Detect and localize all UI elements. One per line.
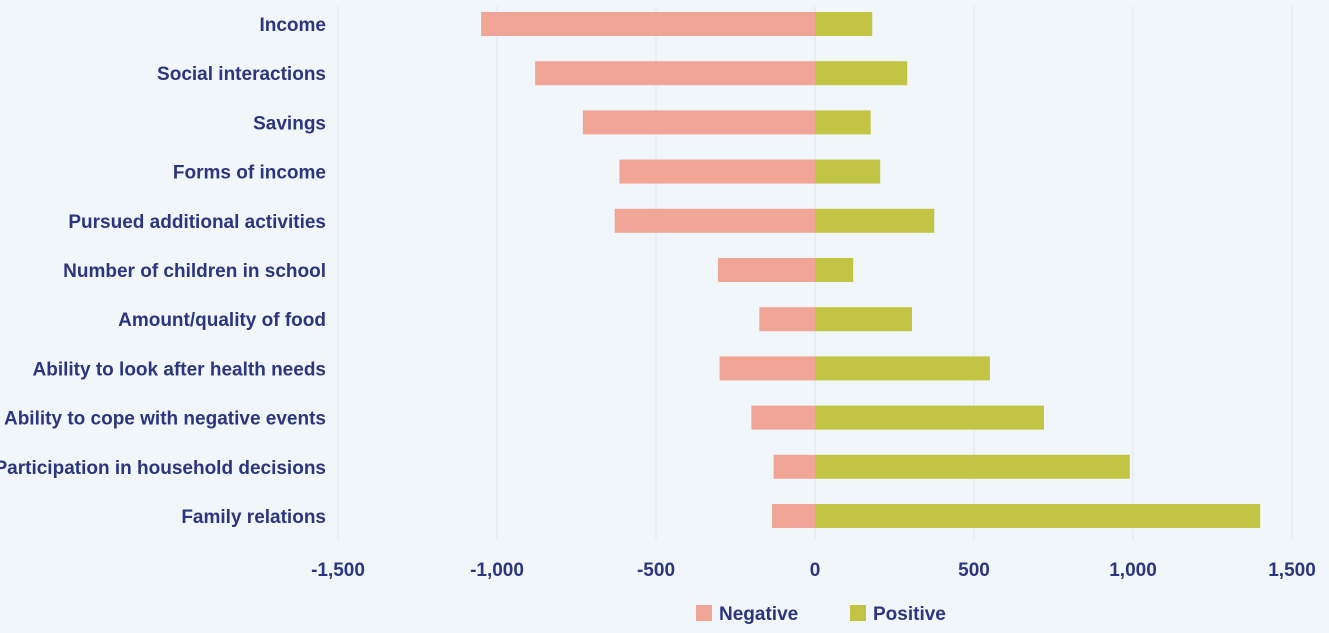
legend-swatch-positive: [850, 605, 866, 621]
x-tick-label: 1,000: [1109, 560, 1157, 581]
x-tick-label: -500: [637, 560, 675, 581]
x-tick-label: 0: [810, 560, 821, 581]
category-label-participation-in-household-decisions: Participation in household decisions: [0, 458, 326, 479]
bar-negative-savings: [582, 110, 815, 135]
bar-positive-ability-to-cope-with-negative-events: [815, 405, 1044, 430]
bar-positive-family-relations: [815, 504, 1261, 528]
category-label-ability-to-cope-with-negative-events: Ability to cope with negative events: [4, 409, 326, 430]
x-axis-tick-labels: -1,500 -1,000 -500 0 500 1,000 1,500: [311, 560, 1316, 581]
category-label-pursued-additional-activities: Pursued additional activities: [68, 212, 326, 233]
bar-negative-participation-in-household-decisions: [773, 454, 815, 479]
category-label-number-of-children-in-school: Number of children in school: [63, 261, 326, 282]
category-label-income: Income: [259, 15, 326, 36]
category-labels: Income Social interactions Savings Forms of…: [0, 15, 326, 528]
bar-positive-number-of-children-in-school: [815, 258, 854, 282]
grid-lines: [337, 6, 1293, 540]
bar-negative-family-relations: [772, 504, 815, 528]
bar-positive-savings: [815, 110, 871, 135]
bar-positive-social-interactions: [815, 61, 908, 86]
legend: Negative Positive: [696, 604, 946, 625]
bar-positive-participation-in-household-decisions: [815, 454, 1130, 479]
x-tick-label: -1,500: [311, 560, 365, 581]
bar-negative-ability-to-cope-with-negative-events: [751, 405, 815, 430]
x-tick-label: -1,000: [470, 560, 524, 581]
bar-negative-amount-quality-of-food: [759, 307, 815, 332]
legend-label-negative: Negative: [719, 604, 798, 625]
bar-positive-pursued-additional-activities: [815, 208, 935, 233]
bar-positive-ability-to-look-after-health-needs: [815, 356, 990, 381]
category-label-forms-of-income: Forms of income: [173, 163, 326, 184]
category-label-ability-to-look-after-health-needs: Ability to look after health needs: [33, 359, 327, 380]
bar-positive-amount-quality-of-food: [815, 307, 912, 332]
category-label-savings: Savings: [253, 113, 326, 134]
legend-label-positive: Positive: [873, 604, 946, 625]
bar-positive-income: [815, 12, 873, 36]
bar-negative-income: [481, 12, 815, 36]
bar-negative-ability-to-look-after-health-needs: [719, 356, 815, 381]
x-tick-label: 500: [958, 560, 990, 581]
legend-swatch-negative: [696, 605, 712, 621]
category-label-family-relations: Family relations: [181, 507, 326, 528]
bar-negative-social-interactions: [535, 61, 815, 86]
category-label-social-interactions: Social interactions: [157, 64, 326, 85]
x-tick-label: 1,500: [1268, 560, 1316, 581]
bar-positive-forms-of-income: [815, 159, 881, 184]
category-label-amount-quality-of-food: Amount/quality of food: [118, 310, 326, 331]
bars: [481, 12, 1261, 528]
bar-negative-number-of-children-in-school: [718, 258, 815, 282]
bar-negative-forms-of-income: [619, 159, 815, 184]
bar-negative-pursued-additional-activities: [614, 208, 815, 233]
